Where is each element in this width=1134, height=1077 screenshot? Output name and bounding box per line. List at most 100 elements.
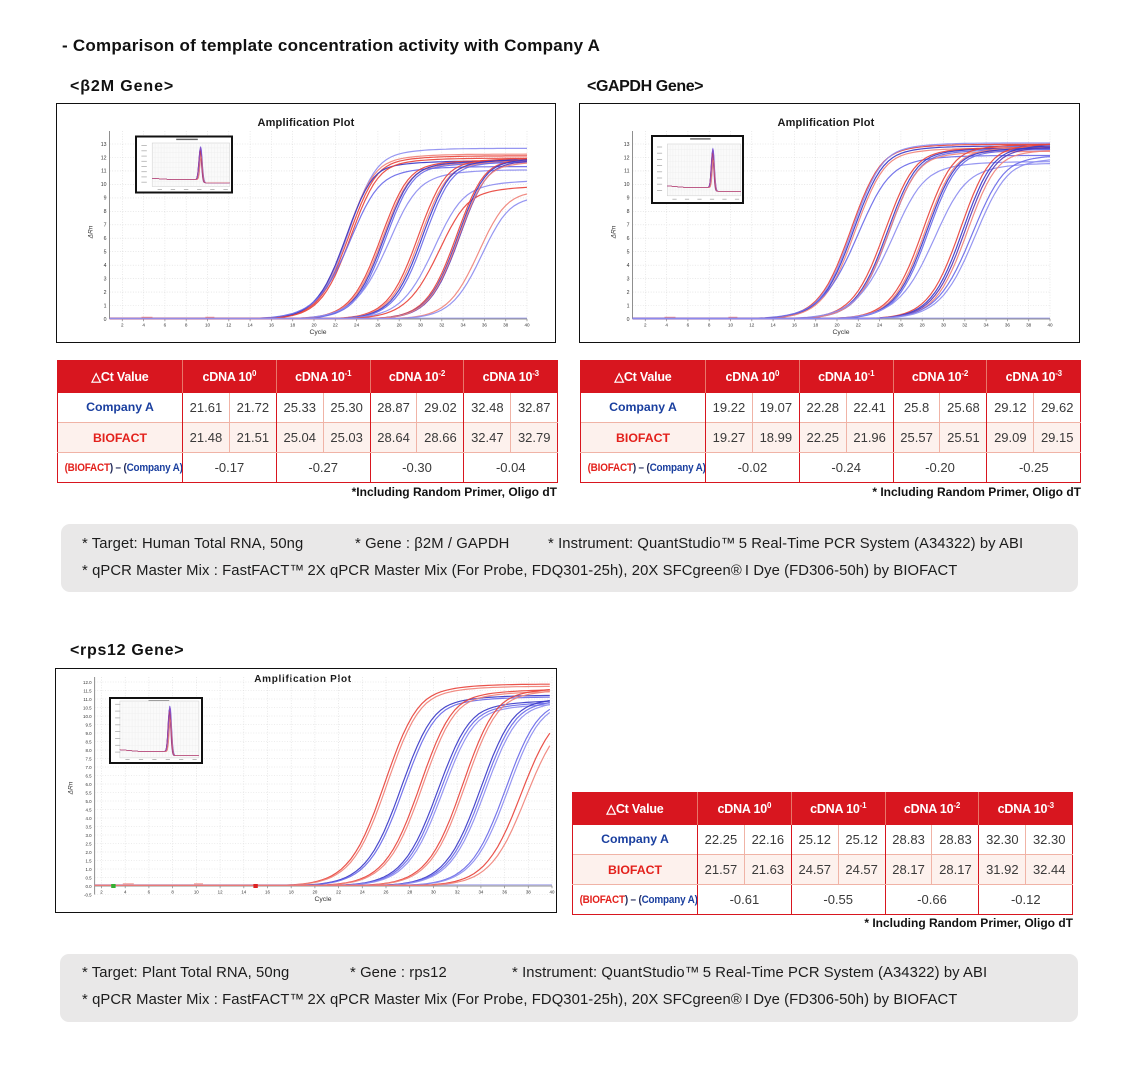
svg-text:30: 30 xyxy=(941,323,947,328)
svg-text:26: 26 xyxy=(375,323,381,328)
svg-text:10: 10 xyxy=(624,182,630,188)
svg-text:2: 2 xyxy=(121,323,124,328)
svg-text:28: 28 xyxy=(920,323,926,328)
svg-text:10.0: 10.0 xyxy=(83,714,92,719)
svg-text:8: 8 xyxy=(708,323,711,328)
svg-text:20: 20 xyxy=(834,323,840,328)
svg-text:5: 5 xyxy=(627,250,630,256)
svg-text:4.0: 4.0 xyxy=(85,816,92,821)
svg-text:8: 8 xyxy=(185,323,188,328)
svg-text:40: 40 xyxy=(524,323,530,328)
svg-text:16: 16 xyxy=(792,323,798,328)
svg-text:36: 36 xyxy=(1005,323,1011,328)
svg-text:5.0: 5.0 xyxy=(85,799,92,804)
svg-text:12.0: 12.0 xyxy=(83,680,92,685)
svg-text:36: 36 xyxy=(482,323,488,328)
svg-text:22: 22 xyxy=(333,323,339,328)
svg-text:18: 18 xyxy=(290,323,296,328)
svg-text:4.5: 4.5 xyxy=(85,807,92,812)
svg-text:11: 11 xyxy=(624,169,629,175)
svg-text:26: 26 xyxy=(898,323,904,328)
svg-text:3: 3 xyxy=(627,276,630,282)
svg-text:28: 28 xyxy=(397,323,403,328)
svg-text:8.5: 8.5 xyxy=(85,739,92,744)
svg-text:6: 6 xyxy=(148,890,151,895)
svg-text:20: 20 xyxy=(311,323,317,328)
svg-text:6: 6 xyxy=(627,236,630,242)
svg-text:5: 5 xyxy=(104,250,107,256)
svg-text:14: 14 xyxy=(248,323,254,328)
svg-text:12: 12 xyxy=(749,323,755,328)
svg-text:40: 40 xyxy=(1047,323,1053,328)
svg-text:18: 18 xyxy=(813,323,819,328)
svg-text:12: 12 xyxy=(101,155,107,161)
svg-text:10: 10 xyxy=(728,323,734,328)
svg-text:1: 1 xyxy=(627,303,630,309)
svg-text:6.5: 6.5 xyxy=(85,773,92,778)
svg-text:ΔRn: ΔRn xyxy=(68,781,75,795)
svg-text:7: 7 xyxy=(627,223,630,229)
svg-text:22: 22 xyxy=(336,890,341,895)
svg-text:8: 8 xyxy=(627,209,630,215)
svg-text:3: 3 xyxy=(104,276,107,282)
svg-text:Amplification Plot: Amplification Plot xyxy=(777,117,874,129)
svg-text:16: 16 xyxy=(265,890,270,895)
svg-text:32: 32 xyxy=(439,323,445,328)
svg-text:38: 38 xyxy=(526,890,531,895)
svg-text:2: 2 xyxy=(644,323,647,328)
svg-text:2.5: 2.5 xyxy=(85,841,92,846)
svg-text:24: 24 xyxy=(360,890,365,895)
svg-text:10.5: 10.5 xyxy=(83,705,92,710)
svg-text:34: 34 xyxy=(984,323,990,328)
svg-text:11: 11 xyxy=(101,169,106,175)
svg-text:40: 40 xyxy=(550,890,555,895)
svg-text:4: 4 xyxy=(104,263,107,269)
svg-text:2: 2 xyxy=(104,290,107,296)
svg-text:4: 4 xyxy=(124,890,127,895)
svg-text:3.5: 3.5 xyxy=(85,824,92,829)
svg-text:16: 16 xyxy=(269,323,275,328)
svg-text:12: 12 xyxy=(218,890,223,895)
svg-text:Cycle: Cycle xyxy=(310,329,327,336)
svg-text:6: 6 xyxy=(164,323,167,328)
svg-text:12: 12 xyxy=(624,155,630,161)
svg-text:1.5: 1.5 xyxy=(85,858,92,863)
svg-text:ΔRn: ΔRn xyxy=(611,225,618,239)
svg-text:0: 0 xyxy=(627,317,630,323)
svg-text:24: 24 xyxy=(354,323,360,328)
svg-text:3.0: 3.0 xyxy=(85,833,92,838)
svg-text:30: 30 xyxy=(431,890,436,895)
svg-text:32: 32 xyxy=(455,890,460,895)
svg-text:11.0: 11.0 xyxy=(83,697,92,702)
svg-text:8.0: 8.0 xyxy=(85,748,92,753)
svg-text:-0.5: -0.5 xyxy=(84,892,92,897)
svg-text:0.5: 0.5 xyxy=(85,875,92,880)
svg-text:34: 34 xyxy=(461,323,467,328)
svg-text:28: 28 xyxy=(407,890,412,895)
svg-text:6.0: 6.0 xyxy=(85,782,92,787)
svg-text:0.0: 0.0 xyxy=(85,884,92,889)
svg-text:38: 38 xyxy=(1026,323,1032,328)
svg-text:Cycle: Cycle xyxy=(315,896,332,903)
svg-text:10: 10 xyxy=(101,182,107,188)
svg-text:6: 6 xyxy=(687,323,690,328)
svg-text:Cycle: Cycle xyxy=(833,329,850,336)
svg-text:7.0: 7.0 xyxy=(85,765,92,770)
svg-text:2.0: 2.0 xyxy=(85,850,92,855)
svg-text:2: 2 xyxy=(100,890,103,895)
svg-text:1: 1 xyxy=(104,303,107,309)
svg-text:24: 24 xyxy=(877,323,883,328)
svg-text:9.5: 9.5 xyxy=(85,722,92,727)
svg-text:6: 6 xyxy=(104,236,107,242)
svg-text:34: 34 xyxy=(478,890,483,895)
svg-text:18: 18 xyxy=(289,890,294,895)
svg-text:Amplification Plot: Amplification Plot xyxy=(254,674,352,685)
svg-text:22: 22 xyxy=(856,323,862,328)
svg-text:32: 32 xyxy=(962,323,968,328)
svg-text:38: 38 xyxy=(503,323,509,328)
svg-text:14: 14 xyxy=(771,323,777,328)
svg-text:12: 12 xyxy=(226,323,232,328)
svg-text:8: 8 xyxy=(104,209,107,215)
svg-text:9: 9 xyxy=(104,196,107,202)
svg-text:13: 13 xyxy=(101,142,107,148)
